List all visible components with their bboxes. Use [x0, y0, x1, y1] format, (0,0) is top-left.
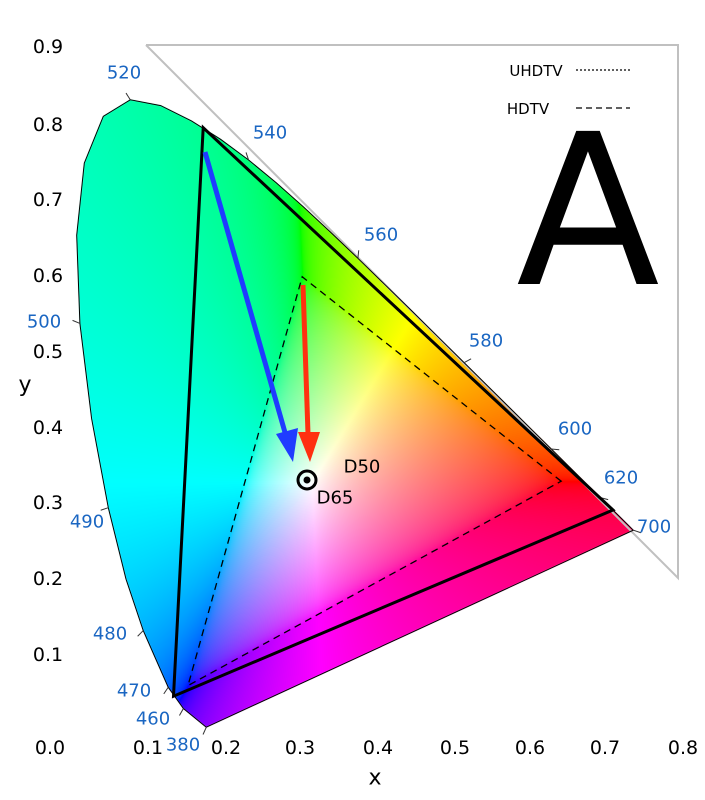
- legend-uhdtv-label: UHDTV: [509, 62, 563, 80]
- wavelength-label: 470: [116, 680, 152, 702]
- wavelength-tick: [551, 448, 560, 451]
- wavelength-label: 600: [557, 418, 593, 440]
- blue-arrow: [202, 151, 298, 462]
- wavelength-tick: [202, 727, 207, 735]
- wavelength-tick: [463, 358, 472, 364]
- wavelength-tick: [72, 319, 81, 324]
- wavelength-label: 500: [26, 311, 62, 333]
- wavelength-tick: [100, 507, 109, 511]
- panel-letter: A: [516, 89, 660, 334]
- x-tick-label: 0.1: [132, 737, 164, 759]
- origin-tick-label: 0.0: [34, 737, 66, 759]
- d65-label: D65: [316, 487, 354, 509]
- wavelength-tick: [245, 152, 250, 161]
- x-tick-label: 0.2: [210, 737, 242, 759]
- y-tick-label: 0.1: [32, 644, 64, 666]
- wavelength-tick: [179, 708, 184, 716]
- hdtv-gamut-triangle: [186, 275, 563, 687]
- wavelength-label: 380: [165, 734, 201, 756]
- wavelength-label: 580: [468, 330, 504, 352]
- y-tick-label: 0.2: [32, 568, 64, 590]
- wavelength-label: 480: [92, 623, 128, 645]
- red-arrow: [298, 284, 320, 462]
- y-tick-label: 0.9: [32, 36, 64, 58]
- wavelength-tick: [357, 250, 360, 259]
- wavelength-tick: [125, 92, 131, 101]
- wavelength-label: 490: [69, 511, 105, 533]
- x-tick-label: 0.6: [514, 737, 546, 759]
- wavelength-label: 620: [603, 467, 639, 489]
- wavelength-tick: [137, 630, 144, 637]
- x-tick-label: 0.5: [439, 737, 471, 759]
- wavelength-label: 460: [135, 708, 171, 730]
- x-axis-label: x: [368, 765, 382, 791]
- wavelength-label: 700: [636, 516, 672, 538]
- wavelength-label: 520: [106, 62, 142, 84]
- wavelength-label: 560: [363, 224, 399, 246]
- wavelength-tick: [163, 686, 169, 695]
- x-tick-label: 0.4: [362, 737, 394, 759]
- y-tick-label: 0.6: [32, 265, 64, 287]
- y-tick-label: 0.7: [32, 189, 64, 211]
- uhdtv-gamut-triangle: [171, 124, 616, 699]
- y-tick-label: 0.4: [32, 417, 64, 439]
- d50-label: D50: [343, 456, 381, 478]
- wavelength-label: 540: [252, 122, 288, 144]
- d65-marker-icon: [296, 469, 318, 491]
- legend-hdtv-label: HDTV: [506, 100, 550, 118]
- wavelength-tick: [633, 529, 642, 534]
- x-tick-label: 0.7: [589, 737, 621, 759]
- x-tick-label: 0.3: [284, 737, 316, 759]
- y-axis-label: y: [18, 372, 32, 398]
- y-tick-label: 0.3: [32, 492, 64, 514]
- y-tick-label: 0.8: [32, 114, 64, 136]
- y-tick-label: 0.5: [32, 341, 64, 363]
- x-tick-label: 0.8: [667, 737, 699, 759]
